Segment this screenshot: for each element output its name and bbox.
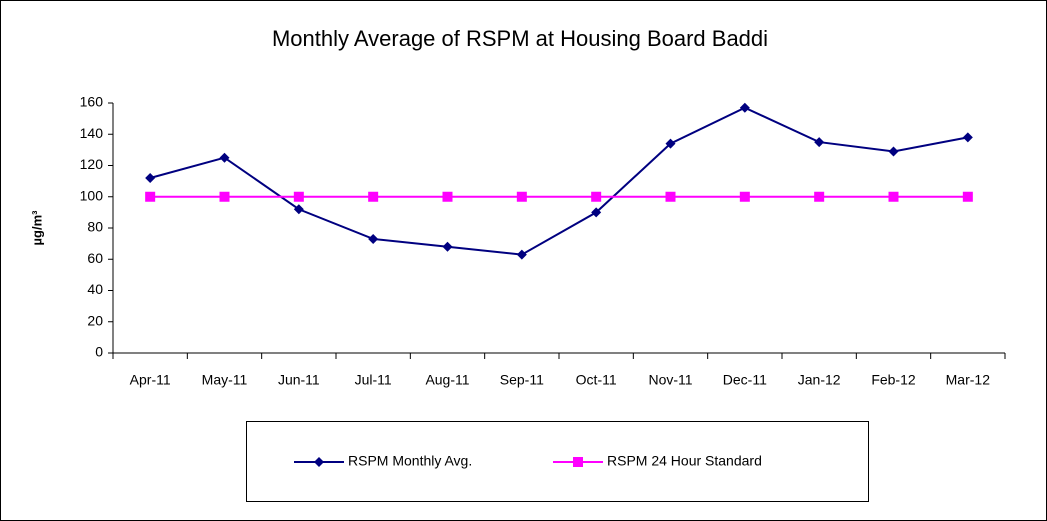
x-tick-label: Dec-11: [723, 372, 767, 388]
series-marker: [368, 233, 379, 244]
series-marker: [442, 191, 453, 202]
series-marker: [962, 132, 973, 143]
y-tick-label: 140: [80, 125, 104, 141]
y-tick-label: 20: [87, 312, 103, 328]
x-tick-label: Oct-11: [576, 372, 617, 388]
series-marker: [591, 207, 602, 218]
series-line: [149, 106, 969, 256]
series-marker: [516, 249, 527, 260]
x-tick-label: Jan-12: [798, 372, 841, 388]
y-axis-label: µg/m³: [29, 210, 44, 246]
series-marker: [145, 191, 156, 202]
series-marker: [442, 241, 453, 252]
series-marker: [516, 191, 527, 202]
x-tick-label: Aug-11: [425, 372, 469, 388]
y-tick-label: 0: [95, 344, 103, 360]
series-marker: [665, 138, 676, 149]
series-marker: [739, 102, 750, 113]
series-marker: [591, 191, 602, 202]
series-marker: [293, 191, 304, 202]
legend-marker: [314, 457, 324, 467]
x-tick-label: May-11: [202, 372, 248, 388]
y-tick-label: 60: [87, 250, 103, 266]
legend-label: RSPM 24 Hour Standard: [607, 453, 762, 469]
series-marker: [739, 191, 750, 202]
x-tick-label: Apr-11: [130, 372, 171, 388]
series-marker: [814, 137, 825, 148]
x-tick-label: Sep-11: [500, 372, 544, 388]
x-tick-label: Mar-12: [946, 372, 991, 388]
series-marker: [888, 146, 899, 157]
series-marker: [888, 191, 899, 202]
legend-marker: [573, 457, 583, 467]
y-tick-label: 40: [87, 281, 103, 297]
x-tick-label: Feb-12: [871, 372, 916, 388]
y-tick-label: 80: [87, 219, 103, 235]
series-marker: [814, 191, 825, 202]
y-tick-label: 160: [80, 94, 104, 110]
series-marker: [219, 191, 230, 202]
series-marker: [962, 191, 973, 202]
chart-title: Monthly Average of RSPM at Housing Board…: [272, 26, 768, 51]
y-tick-label: 100: [80, 187, 104, 203]
series-marker: [665, 191, 676, 202]
series-marker: [219, 152, 230, 163]
x-tick-label: Nov-11: [648, 372, 692, 388]
legend-label: RSPM Monthly Avg.: [348, 453, 472, 469]
x-tick-label: Jun-11: [278, 372, 320, 388]
x-tick-label: Jul-11: [355, 372, 392, 388]
series-marker: [368, 191, 379, 202]
y-tick-label: 120: [80, 156, 104, 172]
series-marker: [293, 204, 304, 215]
series-marker: [145, 173, 156, 183]
